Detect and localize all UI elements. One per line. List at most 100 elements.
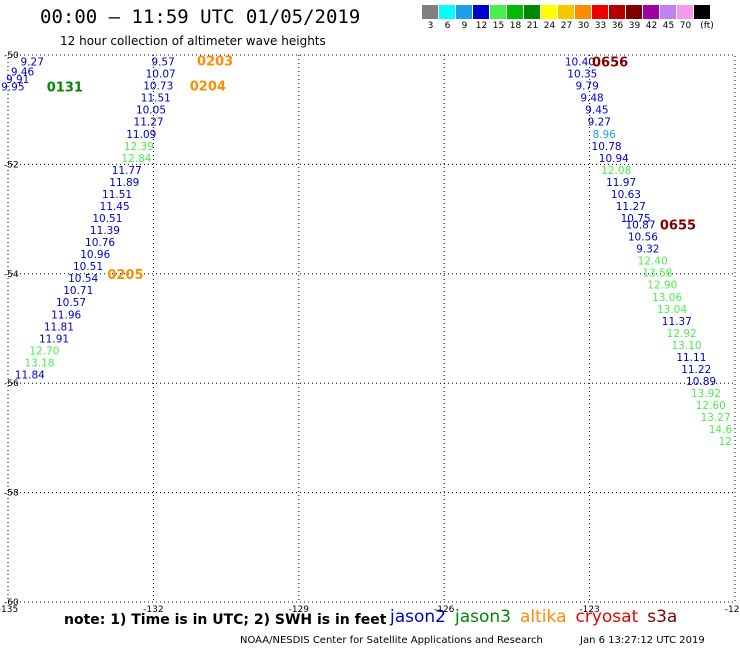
wave-height-value: 12.08 <box>601 165 631 177</box>
legend-label: 3 <box>427 21 434 31</box>
legend-swatch <box>694 5 711 19</box>
wave-height-value: 10.89 <box>686 376 716 388</box>
satellite-legend-item: jason3 <box>455 607 511 627</box>
legend-label: 9 <box>461 21 468 31</box>
wave-height-value: 9.91 <box>6 74 29 86</box>
lat-tick-label: -58 <box>4 489 19 499</box>
wave-height-value: 10.40 <box>565 57 595 69</box>
pass-time-labels: 0131 0203 0204 0205 0656 0655 <box>47 54 696 282</box>
wave-height-value: 11.22 <box>681 364 711 376</box>
wave-height-value: 12.60 <box>696 400 726 412</box>
legend-swatch <box>592 5 609 19</box>
wave-height-value: 13.04 <box>657 304 687 316</box>
credit-text: NOAA/NESDIS Center for Satellite Applica… <box>240 635 543 646</box>
lat-lon-grid <box>7 54 736 603</box>
wave-height-value: 13.58 <box>642 268 672 280</box>
wave-height-value: 12.84 <box>121 153 151 165</box>
axis-labels: -135 -132 -129 -126 -123 -120 -50 -52 -54 -56 -58 -… <box>0 51 740 615</box>
legend-label: 45 <box>662 21 675 31</box>
wave-height-value: 11.96 <box>51 309 81 321</box>
lon-tick-label: -135 <box>0 605 18 615</box>
legend-unit: (ft) <box>700 21 714 31</box>
lon-tick-label: -123 <box>579 605 599 615</box>
lon-tick-label: -126 <box>434 605 455 615</box>
wave-height-value: 13.10 <box>672 340 702 352</box>
wave-height-value: 11.27 <box>134 117 164 129</box>
legend-swatch <box>677 5 694 19</box>
pass-time-label: 0205 <box>107 268 143 283</box>
wave-height-value: 11.91 <box>39 333 69 345</box>
legend-swatch <box>524 5 541 19</box>
wave-height-value: 11.27 <box>616 201 646 213</box>
pass-time-label: 0131 <box>47 81 83 96</box>
color-legend: 3 6 9 12 15 18 21 24 27 30 33 36 39 42 45 70 (ft) <box>422 5 740 33</box>
lat-tick-label: -50 <box>4 51 19 61</box>
lat-tick-label: -54 <box>4 270 19 280</box>
wave-height-value: 10.56 <box>628 232 658 244</box>
wave-height-value: 12.40 <box>638 256 668 268</box>
legend-swatch <box>456 5 473 19</box>
map-title: 00:00 – 11:59 UTC 01/05/2019 <box>40 6 361 28</box>
wave-height-value: 10.35 <box>567 69 597 81</box>
wave-height-value: 10.71 <box>63 285 93 297</box>
wave-height-value: 13.92 <box>691 388 721 400</box>
legend-labels: 3 6 9 12 15 18 21 24 27 30 33 36 39 42 45 70 (ft) <box>422 19 740 33</box>
legend-label: 33 <box>594 21 607 31</box>
wave-height-value: 11.89 <box>109 177 139 189</box>
wave-height-value: 10.63 <box>611 189 641 201</box>
legend-swatch <box>558 5 575 19</box>
wave-height-value: 10.51 <box>92 213 122 225</box>
footer-note: note: 1) Time is in UTC; 2) SWH is in fe… <box>64 612 387 628</box>
wave-height-value: 10.57 <box>56 297 86 309</box>
legend-label: 70 <box>679 21 692 31</box>
altimeter-track: 9.5710.0710.7311.5110.0511.2711.0912.391… <box>15 57 176 382</box>
altimeter-track: 10.4010.359.799.489.459.278.9610.7810.94… <box>565 57 733 449</box>
legend-label: 42 <box>645 21 658 31</box>
wave-height-value: 11.97 <box>606 177 636 189</box>
wave-height-value: 9.32 <box>636 244 659 256</box>
pass-time-label: 0656 <box>592 56 628 71</box>
legend-swatch <box>439 5 456 19</box>
wave-height-value: 11.11 <box>676 352 706 364</box>
legend-swatch <box>473 5 490 19</box>
pass-time-label: 0204 <box>190 80 226 95</box>
satellite-legend-item: s3a <box>647 607 678 627</box>
legend-swatch <box>643 5 660 19</box>
legend-swatch <box>490 5 507 19</box>
wave-height-value: 11.77 <box>112 165 142 177</box>
wave-height-value: 12.39 <box>124 141 154 153</box>
wave-height-value: 9.27 <box>588 117 611 129</box>
legend-label: 12 <box>475 21 488 31</box>
generated-timestamp: Jan 6 13:27:12 UTC 2019 <box>580 635 705 646</box>
wave-height-value: 10.75 <box>621 213 651 225</box>
legend-swatch <box>575 5 592 19</box>
legend-swatch <box>507 5 524 19</box>
wave-height-value: 13.27 <box>701 412 731 424</box>
wave-height-value: 11.81 <box>44 321 74 333</box>
wave-height-value: 11.39 <box>90 225 120 237</box>
legend-swatch <box>626 5 643 19</box>
wave-height-value: 11.09 <box>126 129 156 141</box>
lat-tick-label: -56 <box>4 379 19 389</box>
wave-height-value: 9.95 <box>1 82 24 94</box>
legend-swatches <box>422 5 740 19</box>
legend-swatch <box>660 5 677 19</box>
wave-height-value: 10.54 <box>68 273 98 285</box>
wave-height-value: 13.06 <box>652 292 682 304</box>
wave-height-value: 10.05 <box>136 105 166 117</box>
satellite-legend-item: jason2 <box>390 607 446 627</box>
wave-height-value: 12.90 <box>647 280 677 292</box>
satellite-legend-item: altika <box>520 607 567 627</box>
wave-height-value: 10.87 <box>625 220 655 232</box>
wave-height-value: 10.96 <box>80 249 110 261</box>
legend-swatch <box>422 5 439 19</box>
wave-height-value: 14.6 <box>709 424 733 436</box>
wave-height-value: 10.73 <box>143 81 173 93</box>
wave-height-value: 10.78 <box>592 141 622 153</box>
wave-height-value: 11.51 <box>102 189 132 201</box>
satellite-legend-item: cryosat <box>575 607 639 627</box>
wave-height-value: 13.18 <box>24 357 54 369</box>
wave-height-value: 9.79 <box>575 81 598 93</box>
legend-label: 15 <box>492 21 505 31</box>
map-frame <box>7 54 736 603</box>
